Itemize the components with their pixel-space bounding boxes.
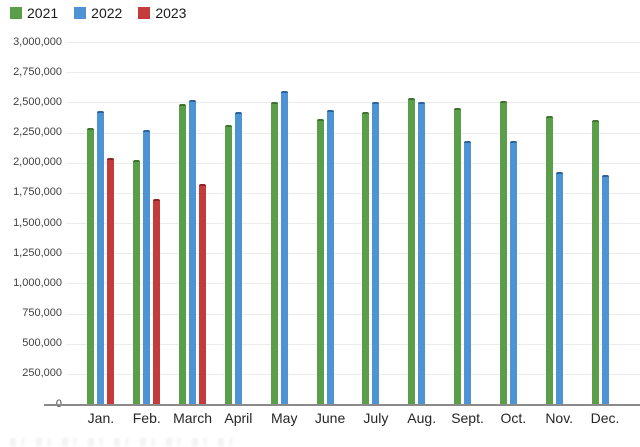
bar-group-april <box>215 42 261 404</box>
gridline <box>66 313 640 315</box>
gridline <box>66 102 640 104</box>
gridline <box>66 42 640 43</box>
bar-group-feb <box>124 42 170 404</box>
bar-2021-jan <box>87 127 95 404</box>
bar-2021-feb <box>133 160 141 404</box>
y-tick-label: 2,000,000 <box>13 156 62 169</box>
y-tick-label: 250,000 <box>22 367 62 380</box>
legend-swatch-2021 <box>10 7 22 19</box>
gridline <box>66 162 640 164</box>
gridline <box>66 253 640 255</box>
bar-2022-jan <box>97 110 105 404</box>
y-tick-label: 3,000,000 <box>13 35 62 48</box>
y-tick-label: 2,750,000 <box>13 65 62 78</box>
bar-2022-feb <box>143 130 151 404</box>
legend-swatch-2023 <box>138 7 151 19</box>
bar-2021-july <box>362 112 370 404</box>
bar-group-july <box>353 42 399 404</box>
gridline <box>66 343 640 345</box>
legend-item-2021: 2021 <box>10 6 58 20</box>
bar-2022-sept <box>464 140 472 404</box>
bar-groups <box>66 42 640 404</box>
x-tick-label: Aug. <box>407 410 437 426</box>
bar-group-dec <box>582 42 628 404</box>
y-tick-label: 1,000,000 <box>13 276 62 289</box>
bar-2022-dec <box>601 174 609 404</box>
legend-label-2022: 2022 <box>91 5 123 21</box>
bar-2021-dec <box>591 120 599 404</box>
gridline <box>66 72 640 74</box>
x-tick-label: June <box>314 410 346 426</box>
x-tick-label: Dec. <box>590 410 620 426</box>
legend-item-2023: 2023 <box>138 6 186 20</box>
bar-2021-may <box>270 102 278 404</box>
x-tick-label: May <box>271 410 298 426</box>
y-tick-label: 2,500,000 <box>13 95 62 108</box>
gridline <box>66 192 640 194</box>
x-tick-label: April <box>224 410 253 426</box>
bar-2021-june <box>316 119 324 404</box>
bar-group-jan <box>78 42 124 404</box>
y-tick-label: 1,500,000 <box>13 216 62 229</box>
y-tick-label: 2,250,000 <box>13 126 62 138</box>
bar-group-nov <box>536 42 582 404</box>
bar-2023-jan <box>107 157 115 404</box>
x-tick-label: March <box>173 410 213 426</box>
x-tick-label: July <box>363 410 389 426</box>
y-tick-label: 0 <box>0 398 62 410</box>
bar-group-may <box>261 42 307 404</box>
y-tick-label: 1,750,000 <box>13 186 62 199</box>
x-tick-label: Feb. <box>132 410 161 426</box>
bar-2022-june <box>326 109 334 404</box>
legend-swatch-2022 <box>74 7 87 19</box>
legend-label-2021: 2021 <box>27 5 59 21</box>
bar-group-march <box>170 42 216 404</box>
x-axis-line <box>44 404 640 406</box>
gridline <box>66 283 640 285</box>
plot-area <box>66 42 640 404</box>
gridline <box>66 132 640 134</box>
bar-2022-aug <box>418 102 426 404</box>
gridline <box>66 373 640 375</box>
y-tick-label: 1,250,000 <box>13 246 62 259</box>
legend: 2021 2022 2023 <box>10 4 186 22</box>
legend-label-2023: 2023 <box>155 5 187 21</box>
bar-2021-nov <box>545 115 553 404</box>
bar-2022-march <box>189 99 197 404</box>
bar-2023-march <box>199 184 207 404</box>
x-tick-label: Nov. <box>545 410 574 426</box>
bar-group-aug <box>399 42 445 404</box>
bar-2023-feb <box>153 198 161 404</box>
x-tick-label: Sept. <box>451 410 484 426</box>
bar-2022-july <box>372 102 380 404</box>
bar-2022-april <box>234 112 242 404</box>
bar-2021-sept <box>454 108 462 404</box>
bar-2021-april <box>224 125 232 404</box>
bar-2021-march <box>179 103 187 404</box>
gridline <box>66 223 640 224</box>
bar-2022-oct <box>509 140 517 404</box>
bar-2022-may <box>280 91 288 404</box>
legend-item-2022: 2022 <box>74 6 122 20</box>
cutoff-watermark <box>10 438 240 446</box>
y-tick-label: 500,000 <box>22 337 62 350</box>
x-tick-label: Jan. <box>87 410 115 426</box>
bar-2022-nov <box>555 172 563 404</box>
bar-group-sept <box>445 42 491 404</box>
bar-group-oct <box>490 42 536 404</box>
bar-2021-aug <box>408 97 416 404</box>
x-axis-labels: Jan. Feb. March April May June July Aug. Sept. Oc… <box>66 410 640 426</box>
bar-2021-oct <box>499 101 507 404</box>
bar-group-june <box>307 42 353 404</box>
x-tick-label: Oct. <box>500 410 527 426</box>
y-tick-label: 750,000 <box>22 307 62 319</box>
